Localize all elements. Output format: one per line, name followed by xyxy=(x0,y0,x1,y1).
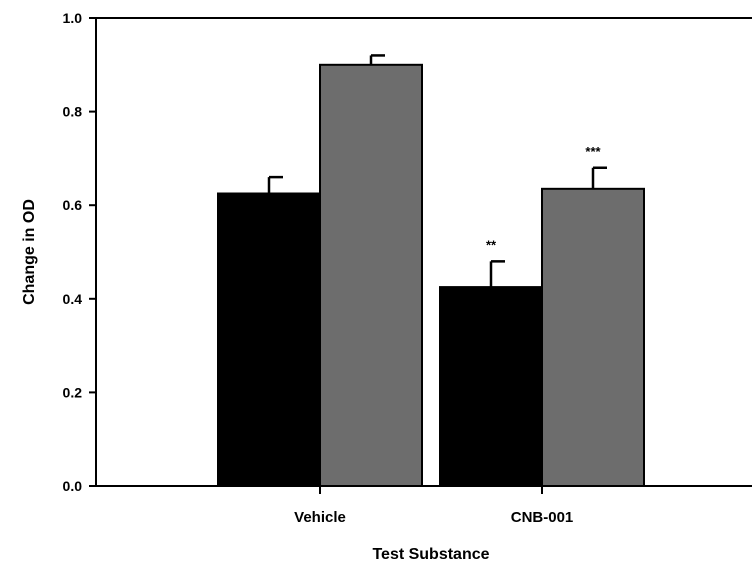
x-tick-label: CNB-001 xyxy=(511,509,574,526)
bar xyxy=(439,286,543,487)
y-tick-label: 0.2 xyxy=(63,384,83,400)
y-axis-title: Change in OD xyxy=(21,199,38,305)
y-tick-label: 0.0 xyxy=(63,478,83,494)
y-tick-label: 0.8 xyxy=(63,104,83,120)
x-tick-label: Vehicle xyxy=(294,509,346,526)
bar xyxy=(319,63,423,488)
bar xyxy=(217,192,321,487)
y-tick-label: 0.6 xyxy=(63,197,83,213)
y-tick-label: 1.0 xyxy=(63,10,83,26)
bar xyxy=(541,187,645,487)
y-tick-label: 0.4 xyxy=(63,291,83,307)
significance-marker: *** xyxy=(585,144,601,159)
significance-marker: ** xyxy=(486,237,497,252)
x-axis-title: Test Substance xyxy=(372,546,489,563)
